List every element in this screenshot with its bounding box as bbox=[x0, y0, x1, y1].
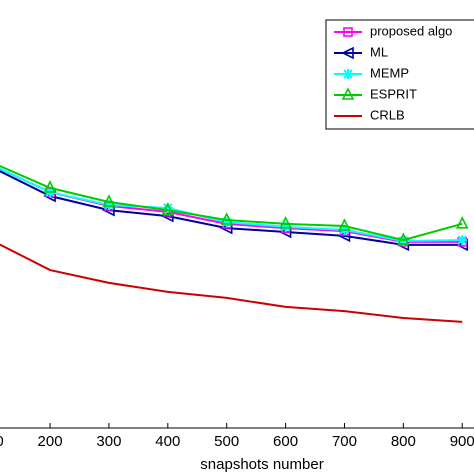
x-tick-label: 900 bbox=[450, 433, 474, 450]
x-tick-label: 300 bbox=[96, 433, 121, 450]
marker bbox=[341, 46, 354, 60]
marker bbox=[457, 235, 468, 246]
legend-label: MEMP bbox=[370, 65, 409, 80]
legend: proposed algo ML MEMP ESPRIT CRLB bbox=[325, 19, 474, 130]
marker bbox=[338, 218, 351, 231]
marker bbox=[102, 194, 116, 207]
legend-label: CRLB bbox=[370, 107, 405, 122]
legend-label: ESPRIT bbox=[370, 86, 417, 101]
x-tick-label: 700 bbox=[332, 433, 357, 450]
marker bbox=[220, 212, 233, 225]
marker bbox=[221, 217, 232, 228]
series-line bbox=[0, 243, 463, 323]
marker bbox=[455, 216, 469, 229]
x-axis-label: snapshots number bbox=[200, 456, 323, 473]
x-tick-label: 200 bbox=[38, 433, 63, 450]
series-line bbox=[0, 164, 463, 242]
legend-label: ML bbox=[370, 44, 388, 59]
marker bbox=[162, 203, 173, 214]
marker bbox=[103, 200, 114, 211]
marker bbox=[43, 180, 57, 193]
marker bbox=[397, 232, 410, 245]
legend-label: proposed algo bbox=[370, 23, 452, 38]
x-tick-label: 100 bbox=[0, 433, 4, 450]
marker bbox=[343, 27, 353, 37]
marker bbox=[341, 87, 355, 100]
marker bbox=[279, 216, 292, 229]
marker bbox=[343, 69, 353, 79]
marker bbox=[161, 202, 175, 215]
x-tick-label: 400 bbox=[155, 433, 180, 450]
marker bbox=[280, 221, 291, 232]
x-tick-label: 600 bbox=[273, 433, 298, 450]
x-tick-label: 500 bbox=[214, 433, 239, 450]
x-tick-label: 800 bbox=[391, 433, 416, 450]
